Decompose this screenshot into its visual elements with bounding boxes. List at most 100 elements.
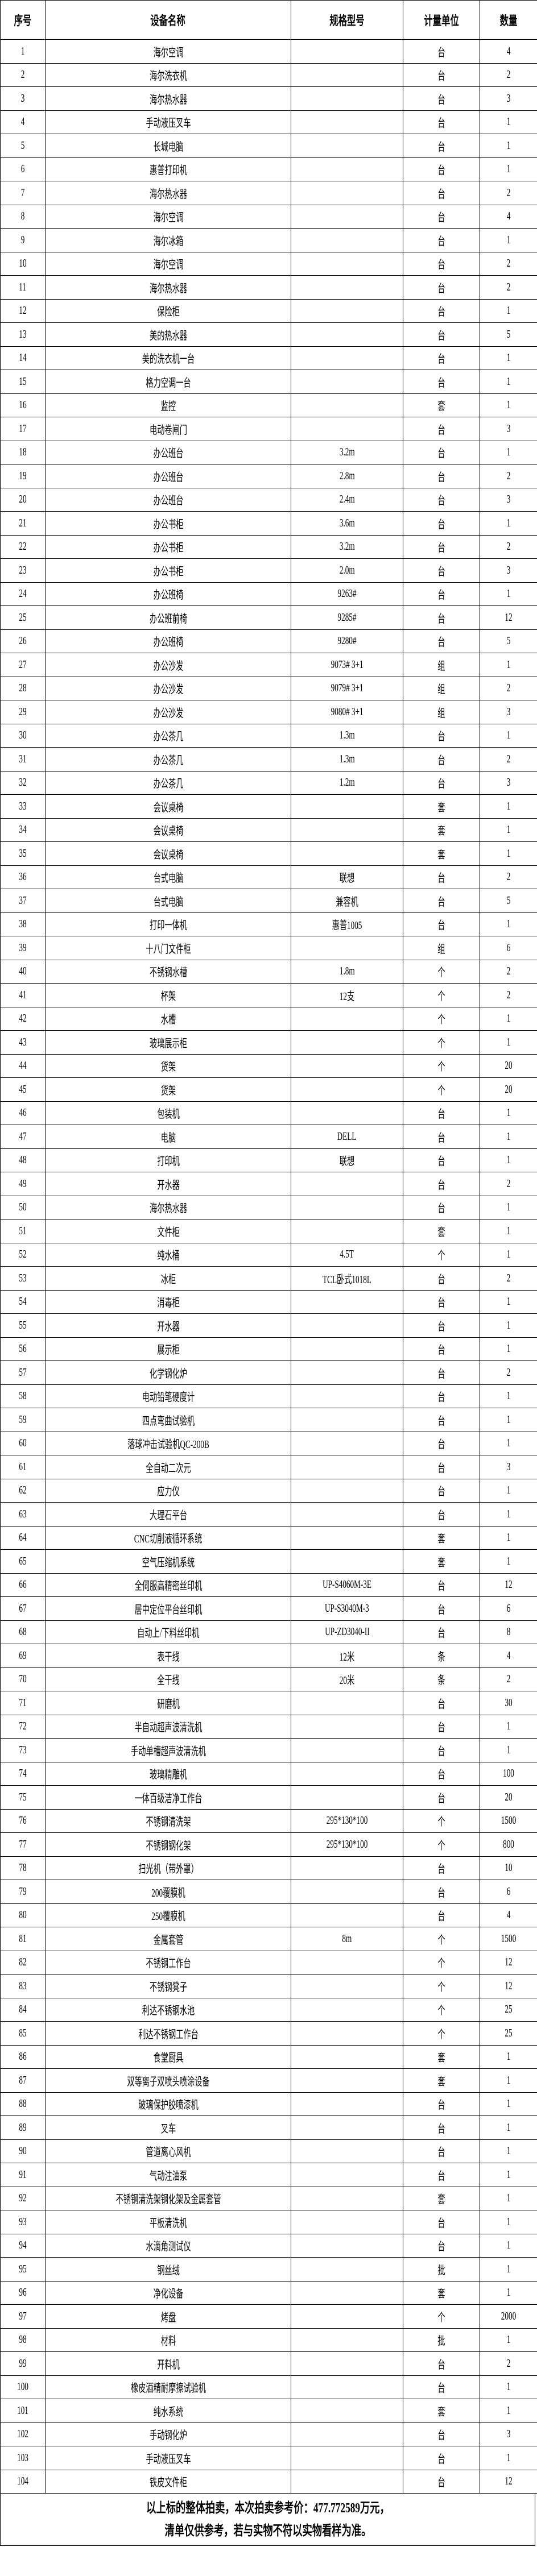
cell-no: 23	[0, 558, 46, 583]
cell-qty: 1	[480, 2068, 537, 2093]
cell-name-text: 办公沙发	[153, 683, 183, 696]
cell-unit-text: 台	[437, 2217, 445, 2230]
cell-unit: 台	[403, 1195, 480, 1219]
cell-no: 55	[0, 1313, 46, 1338]
cell-name-text: 包装机	[156, 1108, 180, 1121]
cell-spec-text: 9073# 3+1	[331, 658, 363, 671]
cell-no-text: 85	[19, 2026, 27, 2039]
cell-spec	[291, 2210, 403, 2234]
cell-no: 13	[0, 322, 46, 347]
cell-qty: 2	[480, 534, 537, 559]
cell-no-text: 45	[19, 1082, 27, 1096]
cell-no: 68	[0, 1620, 46, 1644]
cell-name-text: 手动钢化炉	[149, 2429, 187, 2442]
cell-qty-text: 1	[506, 115, 511, 128]
cell-qty-text: 2	[506, 1271, 511, 1284]
cell-no-text: 81	[19, 1932, 27, 1945]
cell-no-text: 23	[19, 563, 27, 576]
cell-qty: 12	[480, 605, 537, 630]
table-row: 51 文件柜 套 1	[0, 1219, 537, 1243]
table-row: 66 全伺服高精密丝印机 UP-S4060M-3E 台 12	[0, 1573, 537, 1597]
cell-spec	[291, 818, 403, 842]
cell-no-text: 51	[19, 1224, 27, 1237]
cell-no-text: 96	[19, 2286, 27, 2299]
cell-no-text: 76	[19, 1814, 27, 1827]
cell-qty-text: 1	[506, 1531, 511, 1544]
cell-unit: 套	[403, 2044, 480, 2069]
cell-name: 全干线	[45, 1667, 291, 1691]
cell-unit: 台	[403, 1101, 480, 1125]
table-row: 62 应力仪 台 1	[0, 1478, 537, 1503]
cell-name: 美的洗衣机一台	[45, 346, 291, 370]
cell-no-text: 77	[19, 1837, 27, 1851]
cell-name-text: 200覆膜机	[151, 1886, 185, 1899]
cell-spec: 9079# 3+1	[291, 676, 403, 700]
cell-name: 平板清洗机	[45, 2210, 291, 2234]
cell-qty-text: 2	[506, 1366, 511, 1379]
cell-qty: 1	[480, 582, 537, 606]
cell-qty: 1	[480, 2186, 537, 2210]
cell-name: 展示柜	[45, 1337, 291, 1361]
cell-name: 台式电脑	[45, 865, 291, 889]
cell-unit-text: 台	[437, 1462, 445, 1475]
cell-no: 35	[0, 841, 46, 866]
table-row: 3 海尔热水器 台 3	[0, 86, 537, 111]
cell-no-text: 44	[19, 1059, 27, 1072]
cell-unit-text: 套	[437, 1226, 445, 1239]
cell-qty: 2000	[480, 2304, 537, 2329]
cell-no: 6	[0, 157, 46, 181]
cell-name-text: 空气压缩机系统	[142, 1556, 195, 1569]
cell-name: 海尔冰箱	[45, 228, 291, 252]
cell-unit: 个	[403, 1030, 480, 1055]
table-row: 88 玻璃保护胶喷漆机 台 1	[0, 2092, 537, 2116]
cell-qty-text: 2	[506, 752, 511, 765]
cell-spec: 1.3m	[291, 747, 403, 771]
cell-qty-text: 4	[506, 1909, 511, 1922]
cell-qty-text: 12	[505, 1979, 513, 1992]
cell-unit-text: 台	[437, 282, 445, 295]
cell-unit: 台	[403, 1880, 480, 1904]
cell-spec: 2.8m	[291, 464, 403, 488]
table-row: 55 开水器 台 1	[0, 1313, 537, 1338]
cell-unit: 个	[403, 1006, 480, 1031]
cell-unit-text: 台	[437, 164, 445, 177]
table-row: 59 四点弯曲试验机 台 1	[0, 1408, 537, 1432]
cell-spec	[291, 39, 403, 64]
cell-unit: 台	[403, 322, 480, 347]
cell-name: 不锈钢清洗架	[45, 1808, 291, 1833]
cell-no-text: 59	[19, 1413, 27, 1426]
cell-qty: 1	[480, 370, 537, 394]
table-row: 17 电动卷闸门 台 3	[0, 417, 537, 441]
cell-no-text: 99	[19, 2357, 27, 2370]
cell-qty: 12	[480, 1573, 537, 1597]
cell-unit-text: 台	[437, 1722, 445, 1735]
cell-name: 气动注油泵	[45, 2163, 291, 2187]
cell-unit-text: 条	[437, 1650, 445, 1664]
cell-unit-text: 台	[437, 2477, 445, 2490]
cell-unit: 台	[403, 534, 480, 559]
cell-qty-text: 5	[506, 634, 511, 648]
cell-unit-text: 批	[437, 2335, 445, 2348]
cell-no: 64	[0, 1525, 46, 1550]
cell-qty-text: 3	[506, 422, 511, 435]
cell-spec: 1.2m	[291, 770, 403, 795]
cell-unit: 套	[403, 794, 480, 819]
cell-no: 27	[0, 653, 46, 677]
cell-no-text: 29	[19, 705, 27, 718]
cell-name: 手动钢化炉	[45, 2422, 291, 2446]
cell-no: 9	[0, 228, 46, 252]
cell-qty: 2	[480, 2351, 537, 2376]
cell-no-text: 14	[19, 351, 27, 364]
cell-no: 84	[0, 1997, 46, 2022]
cell-no: 19	[0, 464, 46, 488]
cell-unit: 台	[403, 1478, 480, 1503]
cell-no: 12	[0, 298, 46, 323]
cell-name: 纯水桶	[45, 1242, 291, 1267]
cell-no: 15	[0, 370, 46, 394]
cell-spec	[291, 228, 403, 252]
table-footer-note: 以上标的整体拍卖，本次拍卖参考价：477.772589万元， 清单仅供参考，若与…	[0, 2494, 535, 2546]
cell-name: 包装机	[45, 1101, 291, 1125]
cell-qty-text: 20	[505, 1790, 513, 1803]
cell-name: 杯架	[45, 983, 291, 1007]
cell-no-text: 35	[19, 847, 27, 860]
